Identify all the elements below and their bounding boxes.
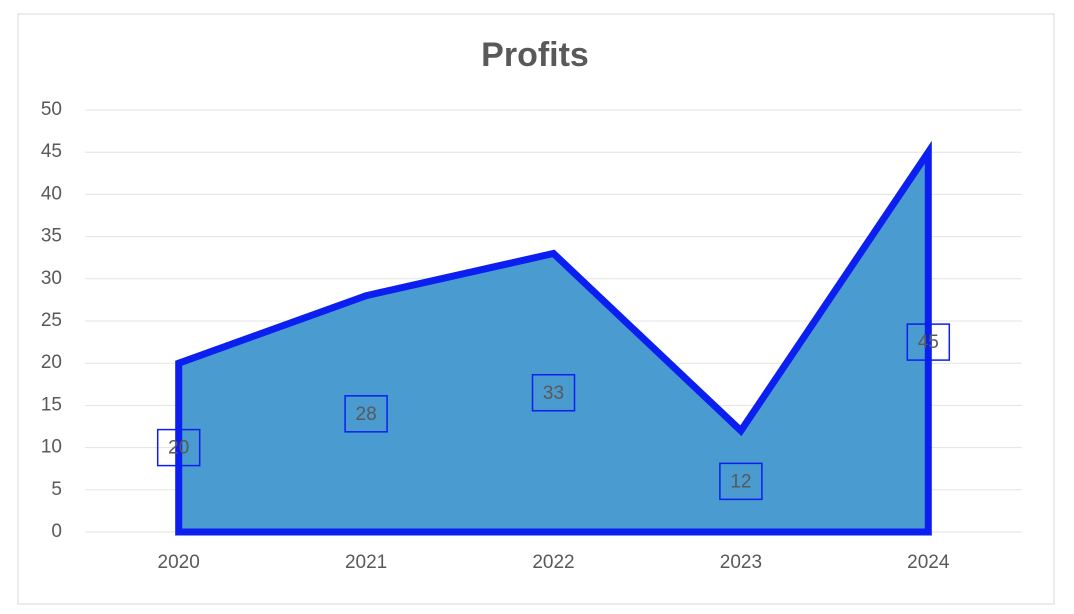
y-tick-label: 0	[51, 521, 62, 542]
data-label-box	[906, 323, 951, 361]
data-label: 28	[356, 404, 377, 425]
x-tick-label: 2020	[158, 552, 200, 573]
y-tick-label: 5	[51, 479, 62, 500]
data-label: 33	[543, 383, 564, 404]
y-tick-label: 35	[41, 226, 62, 247]
x-tick-label: 2021	[345, 552, 387, 573]
area	[175, 140, 932, 536]
y-tick-label: 45	[41, 141, 62, 162]
data-label: 45	[918, 332, 939, 353]
data-label: 20	[168, 438, 189, 459]
y-tick-label: 30	[41, 268, 62, 289]
data-label-box	[344, 395, 388, 433]
y-tick-label: 50	[41, 99, 62, 120]
data-label-box	[719, 462, 763, 501]
y-tick-label: 10	[41, 437, 62, 458]
data-label: 12	[730, 471, 751, 492]
y-tick-label: 15	[41, 394, 62, 415]
data-label-box	[156, 428, 201, 467]
y-tick-label: 20	[41, 352, 62, 373]
chart-title: Profits	[481, 36, 589, 74]
y-tick-label: 25	[41, 310, 62, 331]
x-tick-label: 2023	[720, 552, 762, 573]
x-tick-label: 2024	[907, 552, 950, 573]
data-label-box	[531, 373, 576, 412]
y-tick-label: 40	[41, 183, 62, 204]
x-tick-label: 2022	[532, 552, 574, 573]
